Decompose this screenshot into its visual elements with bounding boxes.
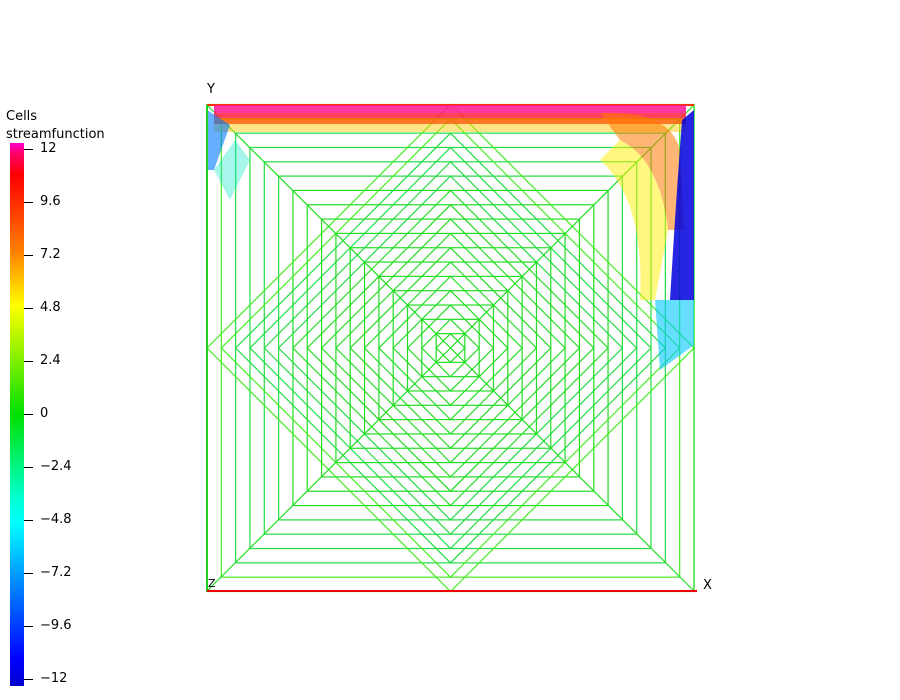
colorbar-tick bbox=[24, 414, 33, 415]
mesh-diamond bbox=[392, 289, 509, 407]
lid-band bbox=[214, 105, 686, 113]
lid-band bbox=[214, 124, 686, 132]
mesh-diamond bbox=[234, 132, 667, 564]
colorbar-tick-label: 7.2 bbox=[40, 247, 61, 262]
colorbar-tick bbox=[24, 202, 33, 203]
mesh-diamond bbox=[435, 332, 466, 364]
x-axis-label: X bbox=[703, 578, 712, 593]
y-axis-label: Y bbox=[207, 82, 215, 97]
colorbar-tick bbox=[24, 308, 33, 309]
legend-title-line2: streamfunction bbox=[6, 127, 105, 142]
colorbar-tick bbox=[24, 467, 33, 468]
mesh-diamond bbox=[349, 246, 552, 450]
colorbar-tick-label: 2.4 bbox=[40, 353, 61, 368]
colorbar-tick-label: 0 bbox=[40, 406, 49, 421]
corner-vortex bbox=[600, 140, 668, 300]
colorbar-tick bbox=[24, 520, 33, 521]
legend-title-line1: Cells bbox=[6, 109, 38, 124]
mesh-diamond bbox=[363, 261, 538, 435]
mesh-diamond bbox=[292, 189, 609, 507]
mesh-diamond bbox=[249, 146, 652, 550]
colorbar-tick-label: −12 bbox=[40, 671, 68, 686]
z-axis-label: Z bbox=[208, 577, 216, 590]
flow-overlays bbox=[207, 105, 694, 370]
mesh-diamond bbox=[277, 175, 624, 521]
colorbar-tick-label: −7.2 bbox=[40, 565, 72, 580]
colorbar-tick bbox=[24, 573, 33, 574]
colorbar-tick bbox=[24, 361, 33, 362]
corner-vortex bbox=[600, 112, 684, 230]
mesh-diagonal bbox=[206, 104, 695, 592]
colorbar-tick-label: 9.6 bbox=[40, 194, 61, 209]
colorbar-tick-label: 4.8 bbox=[40, 300, 61, 315]
colorbar bbox=[10, 143, 24, 686]
mesh-diamond bbox=[306, 203, 595, 493]
mesh-diamond bbox=[378, 275, 523, 421]
legend-title: Cells streamfunction bbox=[6, 108, 105, 144]
mesh-diamond bbox=[320, 218, 581, 478]
mesh-diamond bbox=[263, 160, 638, 536]
colorbar-tick bbox=[24, 679, 33, 680]
colorbar-tick bbox=[24, 149, 33, 150]
mesh-diamond bbox=[406, 304, 495, 392]
right-wall-flow bbox=[655, 300, 694, 370]
colorbar-tick-label: 12 bbox=[40, 141, 57, 156]
mesh-diamond bbox=[220, 117, 681, 579]
lid-band bbox=[214, 113, 686, 118]
colorbar-tick bbox=[24, 626, 33, 627]
left-corner-flow bbox=[214, 140, 250, 200]
colorbar-tick bbox=[24, 255, 33, 256]
mesh-diamond bbox=[421, 318, 480, 378]
right-wall-flow bbox=[670, 110, 694, 300]
colorbar-tick-label: −4.8 bbox=[40, 512, 72, 527]
colorbar-tick-label: −2.4 bbox=[40, 459, 72, 474]
mesh-diamond bbox=[335, 232, 566, 464]
left-corner-flow bbox=[207, 110, 230, 170]
colorbar-tick-label: −9.6 bbox=[40, 618, 72, 633]
lid-band bbox=[214, 118, 686, 124]
